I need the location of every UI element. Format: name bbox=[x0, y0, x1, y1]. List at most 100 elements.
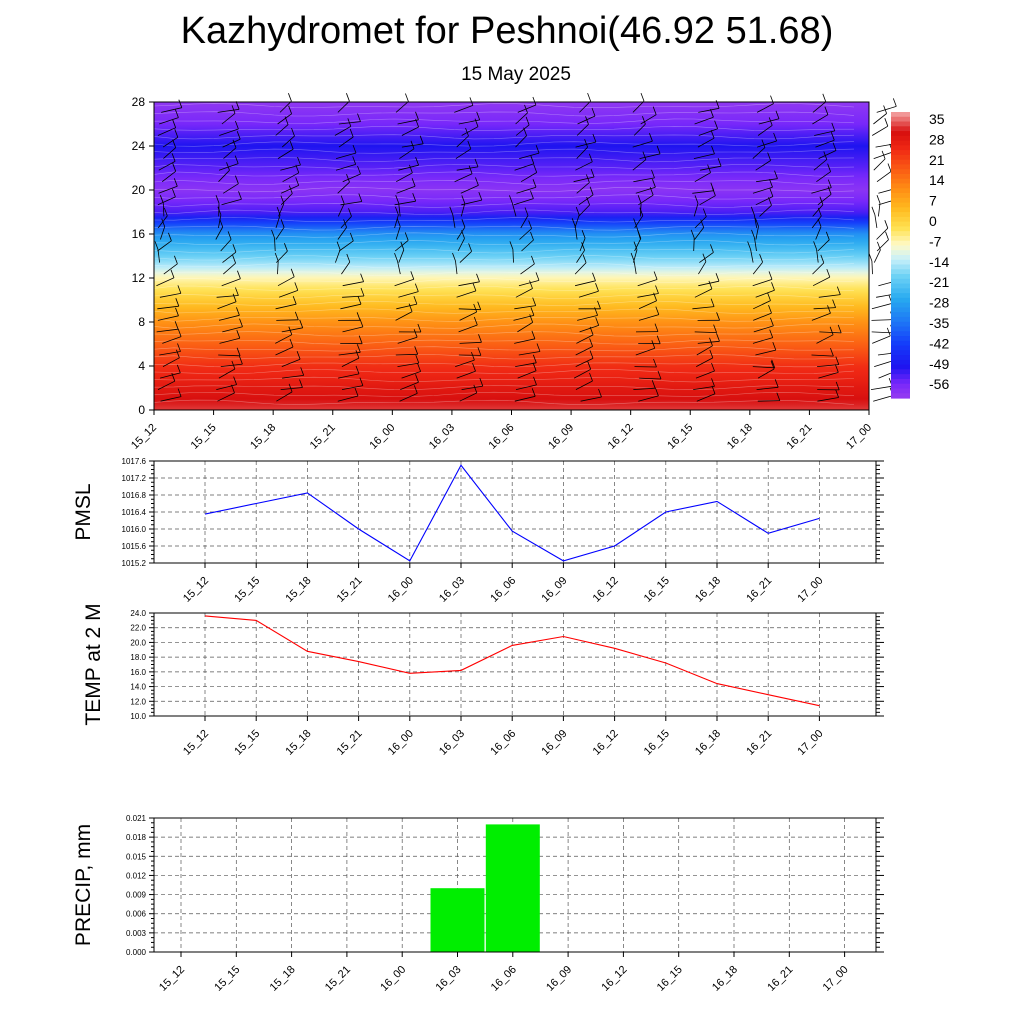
x-tick-label: 16_00 bbox=[386, 575, 416, 605]
x-tick-label: 16_21 bbox=[765, 964, 795, 994]
x-tick-label: 15_12 bbox=[157, 964, 187, 994]
x-tick-label: 15_21 bbox=[335, 728, 365, 758]
colorbar-band bbox=[891, 140, 910, 146]
y-tick-label: 20 bbox=[132, 183, 146, 197]
colorbar-band bbox=[891, 293, 910, 299]
colorbar-band bbox=[891, 212, 910, 218]
pmsl-panel: 1015.2 1015.6 1016.0 1016.4 1016.8 1017.2 1017… bbox=[72, 457, 884, 605]
x-tick-label: 16_21 bbox=[784, 422, 814, 452]
x-tick-label: 16_09 bbox=[539, 728, 569, 758]
colorbar-band bbox=[891, 235, 910, 242]
x-tick-label: 16_06 bbox=[487, 422, 517, 452]
colorbar-band bbox=[891, 178, 910, 185]
x-tick-label: 15_18 bbox=[248, 422, 278, 452]
y-tick-label: 18.0 bbox=[130, 653, 146, 662]
x-tick-label: 16_09 bbox=[544, 964, 574, 994]
grid-lines bbox=[154, 612, 876, 717]
colorbar-band bbox=[891, 307, 910, 313]
colorbar-band bbox=[891, 274, 910, 280]
x-tick-label: 16_06 bbox=[489, 964, 519, 994]
colorbar-band bbox=[891, 269, 910, 275]
y-tick-label: 14.0 bbox=[130, 683, 146, 692]
colorbar-band bbox=[891, 126, 910, 132]
plot-frame bbox=[153, 612, 877, 717]
y-tick-label: 12 bbox=[132, 271, 146, 285]
colorbar-band bbox=[891, 159, 910, 166]
x-tick-label: 16_03 bbox=[434, 964, 464, 994]
colorbar-label: -42 bbox=[929, 335, 949, 351]
y-tick-label: 4 bbox=[138, 359, 145, 373]
colorbar-band bbox=[891, 154, 910, 161]
colorbar-band bbox=[891, 383, 910, 390]
x-tick-label: 15_18 bbox=[268, 964, 298, 994]
colorbar-band bbox=[891, 283, 910, 289]
colorbar-band bbox=[891, 116, 910, 123]
colorbar-band bbox=[891, 250, 910, 256]
y-tick-label: 1015.6 bbox=[122, 542, 147, 551]
x-tick-label: 16_15 bbox=[655, 964, 685, 994]
y-tick-label: 0.015 bbox=[126, 852, 147, 861]
y-tick-label: 1016.8 bbox=[122, 491, 147, 500]
precip-panel: 0.000 0.003 0.006 0.009 0.012 0.015 0.018 0.021… bbox=[72, 814, 884, 994]
cross-section-panel: 0 4 8 12 16 20 24 28 15_12 15_15 15_18 15_21 16_00 16… bbox=[129, 92, 900, 452]
colorbar-label: -14 bbox=[929, 254, 949, 270]
colorbar-band bbox=[891, 321, 910, 328]
y-tick-label: 28 bbox=[132, 95, 146, 109]
x-tick-label: 16_21 bbox=[744, 575, 774, 605]
x-tick-label: 16_12 bbox=[591, 728, 621, 758]
colorbar-label: 21 bbox=[929, 152, 945, 168]
x-tick-label: 16_15 bbox=[642, 575, 672, 605]
colorbar-band bbox=[891, 326, 910, 332]
x-tick-label: 15_15 bbox=[212, 964, 242, 994]
x-tick-label: 16_21 bbox=[744, 728, 774, 758]
x-tick-label: 16_12 bbox=[591, 575, 621, 605]
colorbar-band bbox=[891, 336, 910, 342]
colorbar-label: -7 bbox=[929, 233, 942, 249]
y-axis-label: TEMP at 2 M bbox=[82, 603, 105, 725]
x-tick-label: 16_18 bbox=[693, 728, 723, 758]
colorbar-band bbox=[891, 340, 910, 347]
colorbar-band bbox=[891, 164, 910, 170]
x-tick-label: 16_15 bbox=[665, 422, 695, 452]
contour-lines bbox=[153, 103, 855, 405]
colorbar-band bbox=[891, 374, 910, 380]
colorbar-band bbox=[891, 197, 910, 204]
x-tick-label: 16_18 bbox=[693, 575, 723, 605]
colorbar-band bbox=[891, 345, 910, 351]
x-tick-label: 16_15 bbox=[642, 728, 672, 758]
x-tick-label: 16_09 bbox=[539, 575, 569, 605]
y-tick-label: 16 bbox=[132, 227, 146, 241]
colorbar-band bbox=[891, 150, 910, 156]
y-tick-label: 1017.2 bbox=[122, 474, 147, 483]
x-tick-label: 15_15 bbox=[232, 575, 262, 605]
colorbar-label: -49 bbox=[929, 356, 949, 372]
temp-panel: 10.0 12.0 14.0 16.0 18.0 20.0 22.0 24.0 15_12 15_… bbox=[82, 603, 884, 758]
colorbar-label: 28 bbox=[929, 131, 945, 147]
y-tick-label: 0.003 bbox=[126, 929, 147, 938]
colorbar-band bbox=[891, 359, 910, 366]
colorbar-band bbox=[891, 240, 910, 247]
colorbar-band bbox=[891, 312, 910, 318]
colorbar-band bbox=[891, 131, 910, 137]
grid-lines bbox=[154, 460, 876, 564]
x-tick-label: 17_00 bbox=[821, 964, 851, 994]
colorbar-band bbox=[891, 202, 910, 208]
colorbar-band bbox=[891, 112, 910, 118]
y-tick-label: 16.0 bbox=[130, 668, 146, 677]
colorbar-band bbox=[891, 264, 910, 270]
x-tick-label: 16_00 bbox=[367, 422, 397, 452]
x-tick-label: 16_03 bbox=[437, 728, 467, 758]
y-tick-label: 24 bbox=[132, 139, 146, 153]
colorbar-band bbox=[891, 245, 910, 251]
colorbar-band bbox=[891, 302, 910, 309]
x-tick-label: 16_18 bbox=[725, 422, 755, 452]
x-tick-label: 15_12 bbox=[181, 728, 211, 758]
colorbar-band bbox=[891, 378, 910, 385]
y-tick-label: 0.012 bbox=[126, 871, 147, 880]
colorbar-band bbox=[891, 135, 910, 142]
colorbar-band bbox=[891, 173, 910, 180]
y-tick-label: 1015.2 bbox=[122, 559, 147, 568]
colorbar-band bbox=[891, 355, 910, 361]
colorbar-band bbox=[891, 350, 910, 356]
bar bbox=[485, 824, 540, 952]
